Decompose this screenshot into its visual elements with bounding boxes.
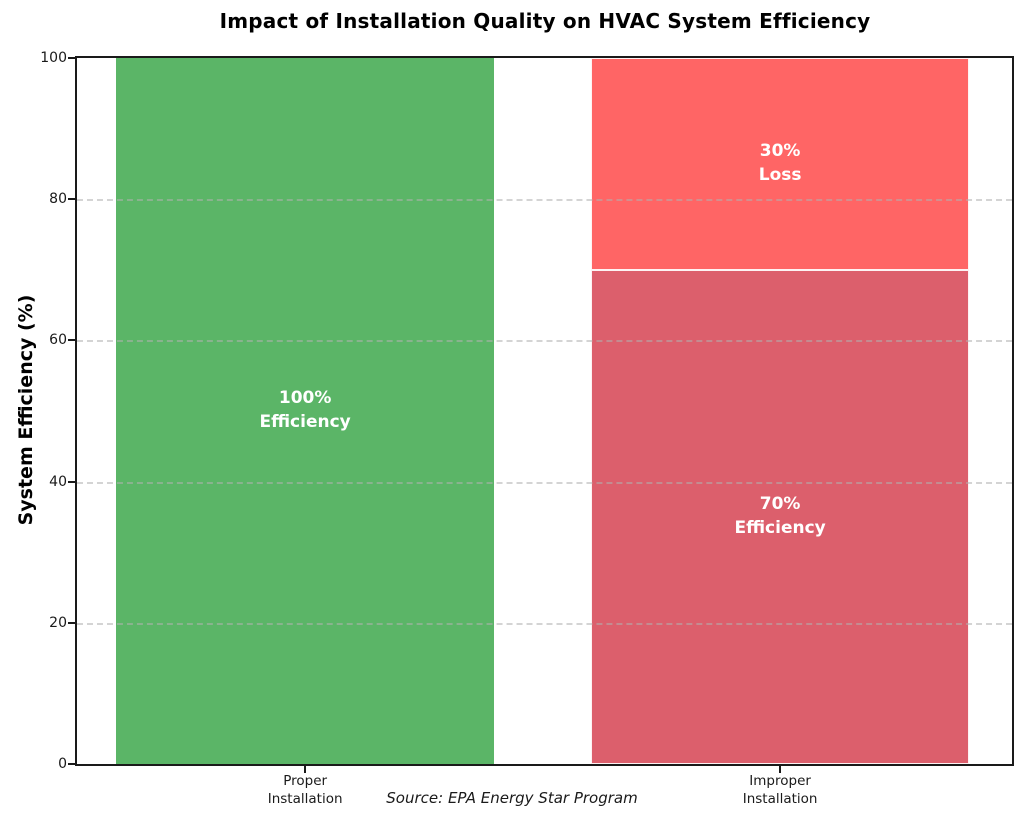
y-tick-label: 40	[49, 473, 67, 490]
x-tick-label-improper: Improper Installation	[742, 773, 818, 808]
bar-improper-installation: 30% Loss 70% Efficiency	[591, 58, 969, 764]
y-tick-label: 60	[49, 332, 67, 349]
segment-label-proper-efficiency: 100% Efficiency	[259, 388, 351, 432]
y-tick-label: 20	[49, 614, 67, 631]
plot-area: 100% Efficiency 30% Loss 70% Efficiency …	[40, 50, 1014, 807]
segment-label-improper-loss: 30% Loss	[758, 141, 802, 185]
y-tick-label: 0	[58, 756, 67, 772]
y-tick-mark	[68, 763, 75, 765]
x-tick-mark-improper	[779, 766, 782, 773]
y-tick-mark	[68, 198, 75, 201]
bar-proper-installation: 100% Efficiency	[116, 58, 494, 764]
y-tick-label: 80	[49, 191, 67, 208]
y-tick-mark	[68, 621, 75, 624]
y-tick-mark	[68, 480, 75, 483]
segment-proper-efficiency: 100% Efficiency	[116, 58, 494, 764]
y-tick-label: 100	[40, 50, 67, 66]
x-tick-label-proper: Proper Installation	[267, 773, 343, 808]
x-tick-mark-proper	[304, 766, 307, 773]
chart-title: Impact of Installation Quality on HVAC S…	[219, 9, 871, 33]
y-tick-mark	[68, 57, 75, 59]
source-note: Source: EPA Energy Star Program	[386, 789, 638, 807]
segment-improper-loss: 30% Loss	[591, 58, 969, 270]
y-tick-mark	[68, 339, 75, 342]
y-axis-label: System Efficiency (%)	[15, 294, 37, 526]
segment-label-improper-efficiency: 70% Efficiency	[734, 494, 826, 538]
segment-improper-efficiency: 70% Efficiency	[591, 269, 969, 764]
